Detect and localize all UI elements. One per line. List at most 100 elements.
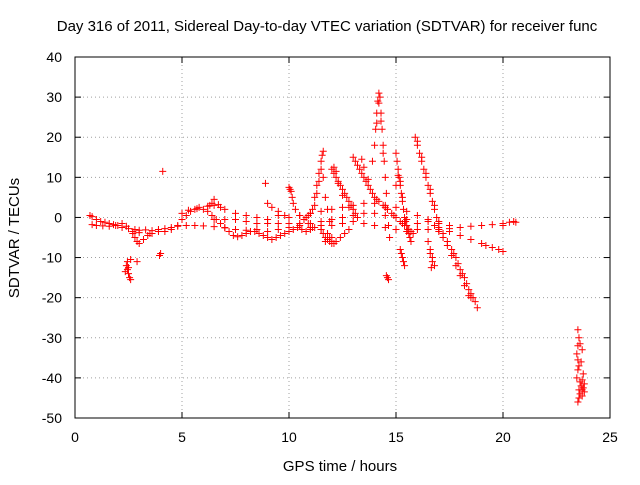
data-point <box>232 215 239 223</box>
data-point <box>311 201 319 209</box>
data-points-layer <box>86 89 588 406</box>
data-point <box>573 350 581 358</box>
data-point <box>488 244 496 252</box>
data-point <box>313 189 321 197</box>
data-point <box>274 225 282 233</box>
data-point <box>499 221 507 229</box>
data-point <box>345 197 353 205</box>
data-point <box>182 211 190 219</box>
data-point <box>446 221 453 229</box>
data-point <box>225 227 233 235</box>
grid-layer <box>75 57 610 418</box>
data-point <box>268 203 276 211</box>
data-point <box>574 366 582 374</box>
data-point <box>577 358 585 366</box>
y-tick-label: 30 <box>46 89 62 105</box>
data-point <box>349 153 357 161</box>
data-point <box>206 201 214 209</box>
data-point <box>574 326 582 334</box>
data-point <box>392 203 400 211</box>
data-point <box>467 222 475 230</box>
data-point <box>285 219 293 227</box>
data-point <box>413 211 421 219</box>
data-point <box>221 215 229 223</box>
data-point <box>349 217 357 225</box>
data-point <box>383 205 391 213</box>
data-point <box>460 274 468 282</box>
data-point <box>309 223 317 231</box>
data-point <box>448 252 456 260</box>
y-tick-label: -50 <box>42 410 62 426</box>
data-point <box>378 125 386 133</box>
data-point <box>401 213 409 221</box>
data-point <box>382 189 390 197</box>
data-point <box>578 376 586 384</box>
data-point <box>313 181 321 189</box>
data-point <box>426 250 434 258</box>
data-point <box>161 227 169 235</box>
data-point <box>360 163 368 171</box>
data-point <box>396 246 404 254</box>
data-point <box>482 242 490 250</box>
data-point <box>291 205 299 213</box>
data-point <box>392 225 400 233</box>
data-point <box>319 147 327 155</box>
data-point <box>315 169 323 177</box>
data-point <box>397 189 405 197</box>
data-point <box>309 205 317 213</box>
data-point <box>191 221 199 229</box>
data-point <box>287 187 295 195</box>
data-point <box>131 234 139 241</box>
data-point <box>199 222 207 230</box>
data-point <box>379 141 387 149</box>
data-point <box>345 203 353 211</box>
data-point <box>371 209 379 217</box>
data-point <box>345 225 353 233</box>
plot-frame <box>74 56 611 419</box>
y-tick-label: 20 <box>46 129 62 145</box>
data-point <box>379 149 387 157</box>
data-point <box>311 193 319 201</box>
data-point <box>431 201 439 209</box>
data-point <box>178 209 186 217</box>
data-point <box>289 225 297 233</box>
data-point <box>396 177 404 185</box>
data-point <box>285 213 293 221</box>
data-point <box>473 304 481 312</box>
data-point <box>339 219 346 227</box>
data-point <box>334 179 342 187</box>
data-point <box>578 346 586 354</box>
data-point <box>264 199 272 207</box>
data-point <box>178 215 186 223</box>
data-point <box>302 213 310 221</box>
data-point <box>495 246 503 254</box>
data-point <box>217 203 225 211</box>
data-point <box>88 221 96 229</box>
data-point <box>317 165 325 173</box>
data-point <box>364 181 372 189</box>
data-point <box>405 229 413 237</box>
data-point <box>264 227 272 235</box>
data-point <box>406 234 414 241</box>
data-point <box>416 149 424 157</box>
data-point <box>210 195 218 203</box>
data-point <box>422 169 430 177</box>
data-point <box>576 340 584 348</box>
data-point <box>456 231 464 239</box>
data-point <box>375 99 383 107</box>
data-point <box>330 163 338 171</box>
data-point <box>253 213 261 221</box>
data-point <box>371 141 379 149</box>
data-point <box>319 173 327 181</box>
data-point <box>467 236 475 244</box>
x-tick-label: 10 <box>281 429 297 445</box>
data-point <box>360 219 368 227</box>
data-point <box>488 221 496 229</box>
data-point <box>398 193 406 201</box>
data-point <box>272 234 280 241</box>
data-point <box>264 219 272 227</box>
x-tick-label: 0 <box>71 429 79 445</box>
data-point <box>433 213 441 221</box>
